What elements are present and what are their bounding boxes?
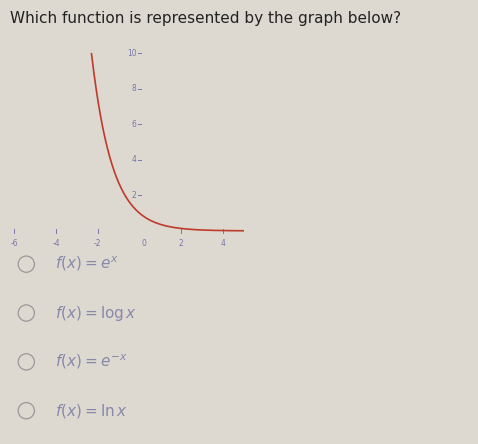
Text: 2: 2 xyxy=(131,191,136,200)
Text: 8: 8 xyxy=(131,84,136,93)
Text: Which function is represented by the graph below?: Which function is represented by the gra… xyxy=(10,11,401,26)
Text: 10: 10 xyxy=(127,49,136,58)
Text: $f(x) = e^{-x}$: $f(x) = e^{-x}$ xyxy=(55,353,128,371)
Text: 2: 2 xyxy=(179,239,184,248)
Text: 4: 4 xyxy=(131,155,136,164)
Text: -6: -6 xyxy=(11,239,18,248)
Text: $f(x) = \ln x$: $f(x) = \ln x$ xyxy=(55,402,128,420)
Text: 4: 4 xyxy=(220,239,225,248)
Text: $f(x) = \log x$: $f(x) = \log x$ xyxy=(55,304,137,322)
Text: 6: 6 xyxy=(131,120,136,129)
Text: -2: -2 xyxy=(94,239,101,248)
Text: 0: 0 xyxy=(142,239,147,248)
Text: $f(x) = e^{x}$: $f(x) = e^{x}$ xyxy=(55,255,119,274)
Text: -4: -4 xyxy=(52,239,60,248)
